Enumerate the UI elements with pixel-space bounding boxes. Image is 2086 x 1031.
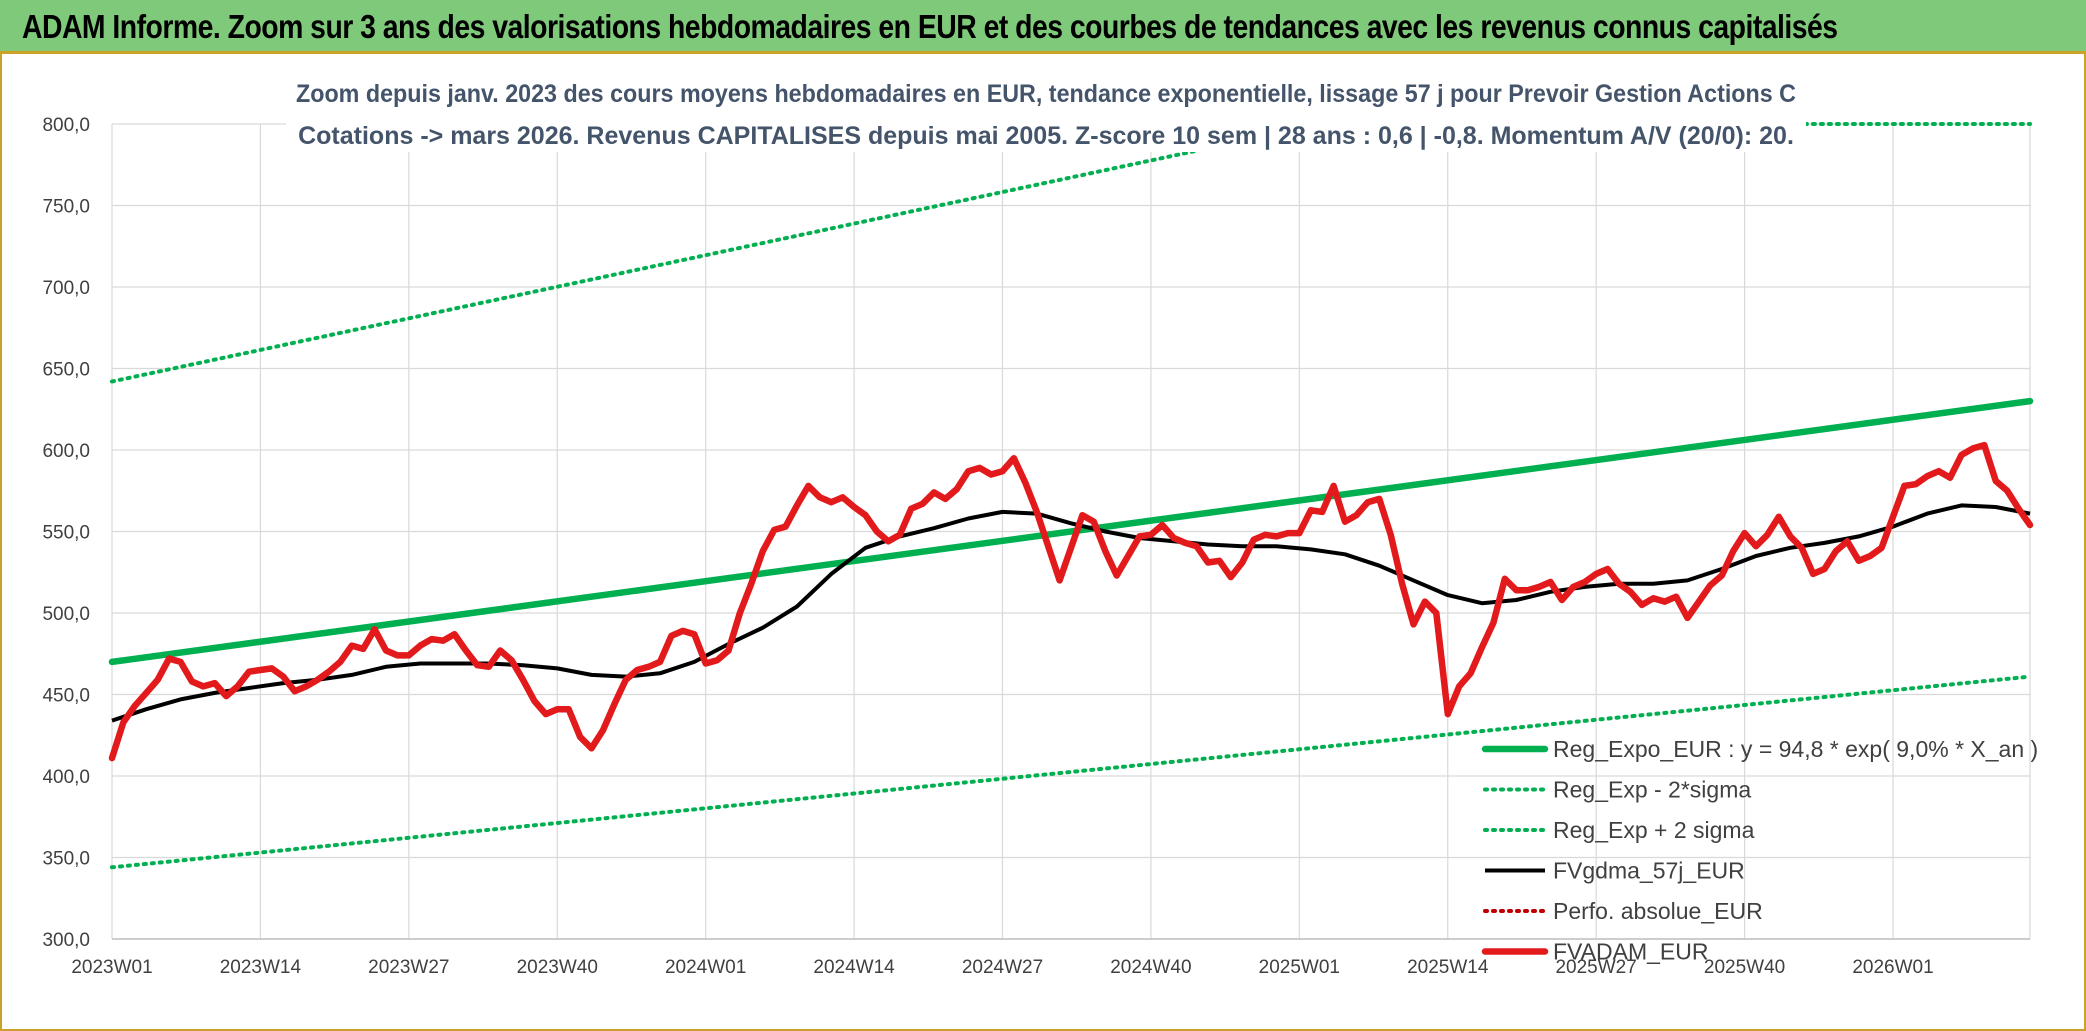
chart-container: 300,0 350,0 400,0 450,0 500,0 550,0 600,0 650,0… — [0, 54, 2086, 1031]
y-tick-label: 550,0 — [42, 523, 90, 544]
series-lines — [108, 122, 2034, 870]
y-tick-label: 600,0 — [42, 441, 90, 462]
y-tick-label: 700,0 — [42, 278, 90, 299]
chart-title-line-2: Cotations -> mars 2026. Revenus CAPITALI… — [298, 122, 1794, 150]
x-tick-label: 2024W01 — [665, 957, 746, 978]
x-tick-label: 2025W40 — [1704, 957, 1785, 978]
x-tick-label: 2024W14 — [813, 957, 895, 978]
x-tick-label: 2025W14 — [1407, 957, 1489, 978]
report-title: ADAM Informe. Zoom sur 3 ans des valoris… — [22, 8, 1838, 45]
legend-label: Reg_Exp + 2 sigma — [1553, 817, 1755, 843]
legend-label: Reg_Expo_EUR : y = 94,8 * exp( 9,0% * X_… — [1553, 736, 2038, 762]
y-tick-label: 650,0 — [42, 360, 90, 381]
x-tick-label: 2023W27 — [368, 957, 449, 978]
y-tick-label: 800,0 — [42, 115, 90, 136]
series-line-reg-expo-eur-y-94-8-exp-9-0-x-an — [108, 397, 2034, 666]
axes: 300,0 350,0 400,0 450,0 500,0 550,0 600,0 650,0… — [42, 115, 2030, 978]
legend-label: FVgdma_57j_EUR — [1553, 858, 1745, 884]
line-chart: 300,0 350,0 400,0 450,0 500,0 550,0 600,0 650,0… — [42, 60, 2038, 978]
x-tick-label: 2025W01 — [1259, 957, 1340, 978]
series-line-reg-exp-2-sigma — [110, 674, 2032, 870]
report-banner: ADAM Informe. Zoom sur 3 ans des valoris… — [0, 0, 2086, 54]
chart-legend: Reg_Expo_EUR : y = 94,8 * exp( 9,0% * X_… — [1481, 736, 2038, 965]
x-tick-label: 2024W27 — [962, 957, 1043, 978]
chart-title: Zoom depuis janv. 2023 des cours moyens … — [286, 60, 1806, 152]
x-tick-label: 2023W14 — [220, 957, 302, 978]
series-line-reg-exp-2-sigma — [110, 122, 2032, 384]
y-tick-label: 400,0 — [42, 767, 90, 788]
series-line-fvadam-eur — [108, 441, 2034, 762]
y-tick-label: 500,0 — [42, 604, 90, 625]
x-tick-label: 2024W40 — [1110, 957, 1191, 978]
y-tick-label: 300,0 — [42, 930, 90, 951]
x-tick-label: 2025W27 — [1555, 957, 1636, 978]
y-tick-label: 350,0 — [42, 849, 90, 870]
series-line-fvgdma-57j-eur — [111, 503, 2031, 723]
y-tick-label: 450,0 — [42, 686, 90, 707]
legend-label: Reg_Exp - 2*sigma — [1553, 777, 1751, 803]
legend-label: FVADAM_EUR — [1553, 939, 1709, 965]
x-tick-label: 2026W01 — [1852, 957, 1933, 978]
y-tick-label: 750,0 — [42, 197, 90, 218]
x-tick-label: 2023W01 — [71, 957, 152, 978]
chart-title-line-1: Zoom depuis janv. 2023 des cours moyens … — [296, 80, 1796, 108]
legend-label: Perfo. absolue_EUR — [1553, 898, 1763, 924]
x-tick-label: 2023W40 — [517, 957, 598, 978]
